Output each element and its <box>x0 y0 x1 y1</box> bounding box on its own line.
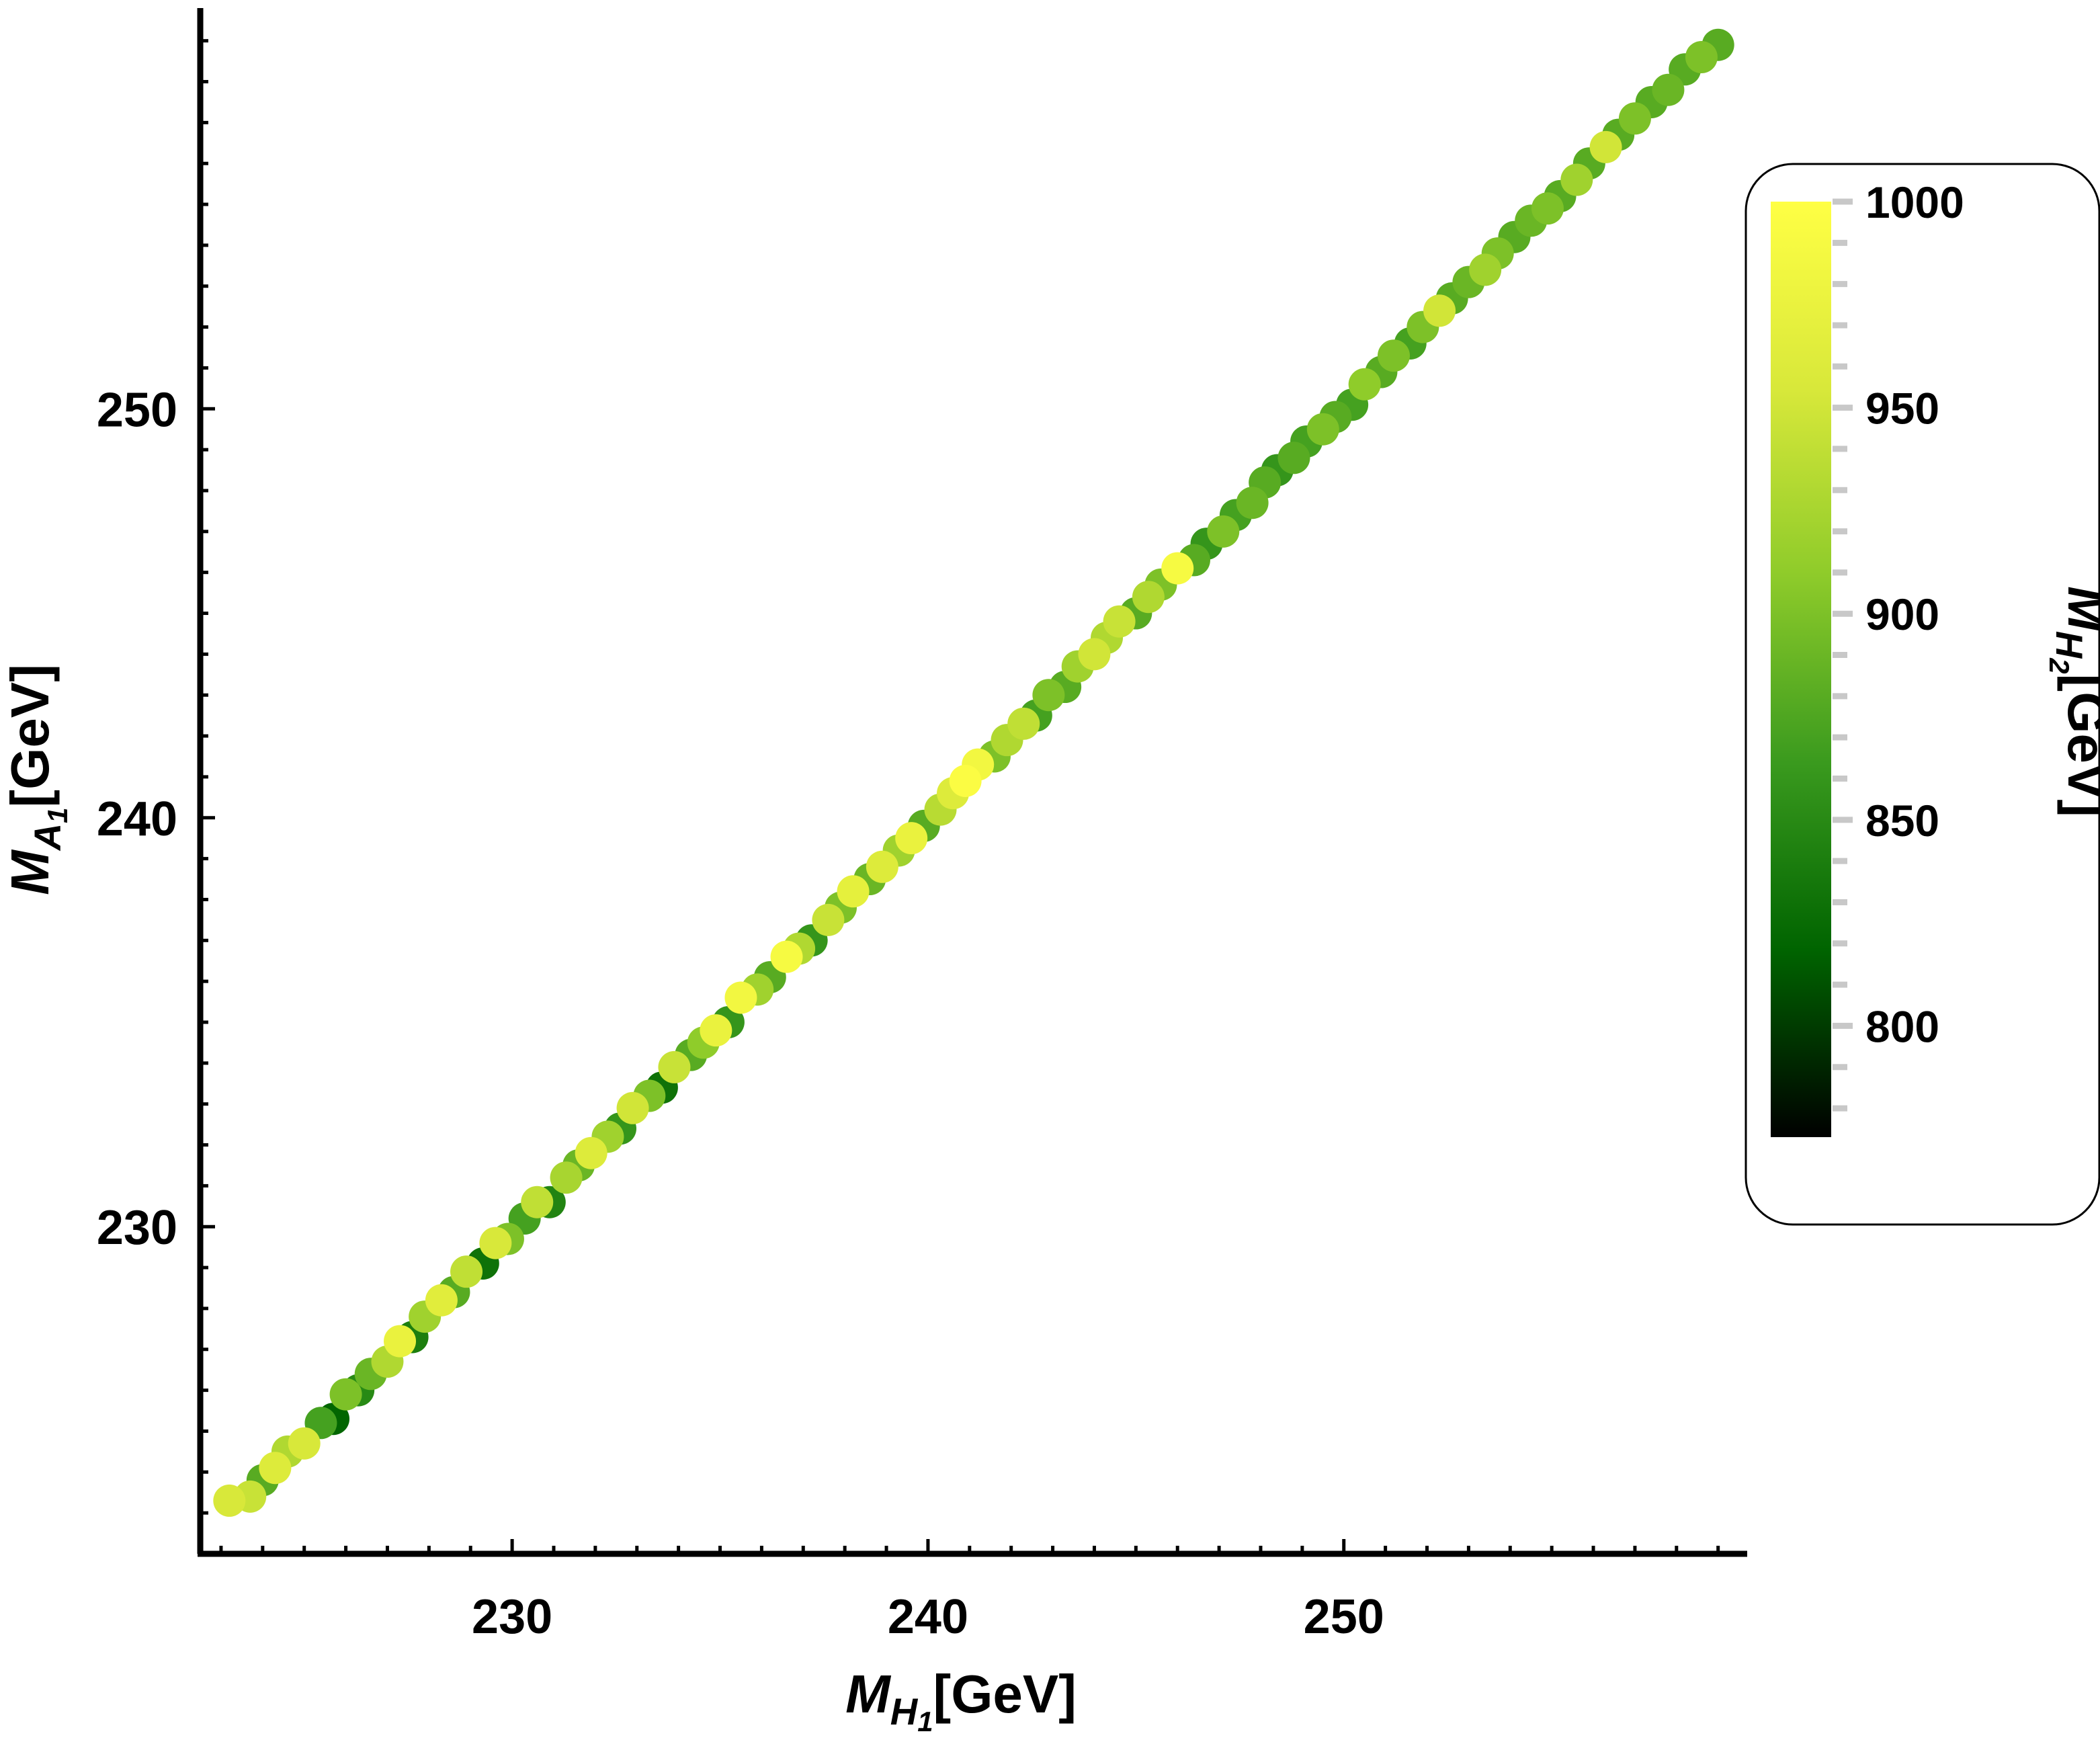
data-point <box>616 1091 649 1124</box>
data-point <box>1589 130 1622 163</box>
data-point <box>521 1186 554 1218</box>
data-point <box>450 1255 483 1288</box>
data-point <box>1132 581 1165 614</box>
x-tick-label: 230 <box>472 1590 552 1644</box>
data-point <box>770 940 803 973</box>
data-point <box>479 1227 512 1259</box>
data-point <box>812 903 845 936</box>
colorbar-tick-label: 800 <box>1865 1001 1939 1051</box>
data-point <box>1306 413 1339 446</box>
colorbar-tick-label: 850 <box>1865 796 1939 845</box>
data-point <box>288 1427 321 1460</box>
data-points <box>213 28 1734 1517</box>
data-point <box>658 1050 691 1083</box>
y-tick-label: 250 <box>97 383 177 437</box>
data-point <box>1103 605 1136 638</box>
data-point <box>1348 368 1381 401</box>
data-point <box>1469 253 1502 286</box>
data-point <box>1378 339 1411 372</box>
y-tick-label: 230 <box>97 1201 177 1255</box>
data-point <box>837 875 870 908</box>
data-point <box>1236 487 1269 520</box>
x-tick-label: 250 <box>1304 1590 1384 1644</box>
data-point <box>329 1378 362 1411</box>
data-point <box>575 1136 607 1169</box>
data-point <box>700 1014 732 1047</box>
data-point <box>866 850 898 883</box>
colorbar-tick-label: 950 <box>1865 384 1939 433</box>
colorbar-ticks: 800 850 900 950 1000 <box>1833 177 1964 1112</box>
data-point <box>1161 552 1194 585</box>
data-point <box>1078 638 1111 671</box>
data-point <box>724 981 757 1014</box>
colorbar-legend: 800 850 900 950 1000 MH2[GeV] <box>1745 163 2100 1226</box>
data-point <box>1531 192 1564 225</box>
data-point <box>384 1325 417 1358</box>
data-point <box>259 1452 292 1485</box>
x-tick-label: 240 <box>888 1590 968 1644</box>
colorbar-tick-label: 900 <box>1865 589 1939 639</box>
data-point <box>425 1284 458 1317</box>
data-point <box>1560 163 1593 196</box>
x-axis-ticks: 230 240 250 <box>219 1539 1720 1644</box>
data-point <box>213 1484 246 1517</box>
data-point <box>1007 707 1040 740</box>
y-axis-ticks: 230 240 250 <box>97 39 215 1556</box>
colorbar-frame <box>1745 163 2100 1226</box>
data-point <box>895 822 928 855</box>
data-point <box>1277 442 1310 474</box>
data-point <box>1032 679 1065 712</box>
colorbar-tick-label: 1000 <box>1865 177 1964 227</box>
colorbar-gradient <box>1771 202 1831 1137</box>
data-point <box>1423 294 1456 327</box>
y-tick-label: 240 <box>97 792 177 846</box>
colorbar-title: MH2[GeV] <box>2044 586 2100 817</box>
data-point <box>1685 41 1718 74</box>
data-point <box>1207 515 1240 548</box>
data-point <box>550 1161 583 1194</box>
data-point <box>1618 102 1651 135</box>
y-axis-title: MA1[GeV] <box>0 664 73 895</box>
data-point <box>949 765 982 797</box>
data-point <box>1652 73 1685 106</box>
x-axis-title: MH1[GeV] <box>845 1664 1077 1737</box>
